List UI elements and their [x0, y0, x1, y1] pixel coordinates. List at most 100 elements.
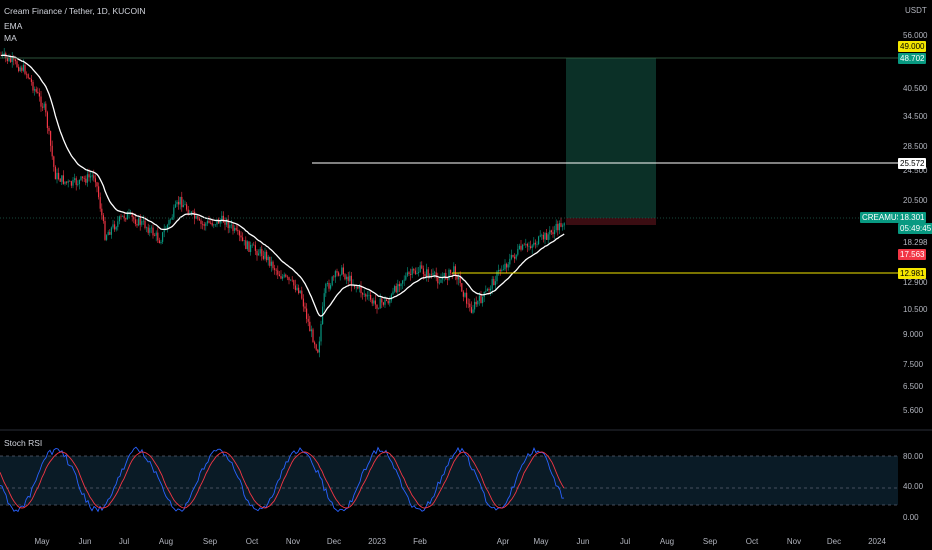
candle-body [178, 201, 180, 205]
candle-body [488, 288, 490, 291]
candle-body [67, 181, 69, 183]
candle-body [389, 300, 391, 304]
candle-body [432, 272, 434, 275]
candle-body [416, 272, 418, 274]
candle-body [346, 276, 348, 280]
candle-body [464, 292, 466, 297]
trade-position-zones[interactable] [566, 58, 656, 225]
candle-body [541, 234, 543, 236]
candle-body [101, 208, 103, 216]
candle-body [253, 244, 255, 246]
time-axis-label: Dec [827, 537, 841, 546]
candle-body [104, 220, 106, 240]
candle-body [507, 264, 509, 268]
time-axis-label: Feb [413, 537, 427, 546]
candle-body [144, 220, 146, 228]
candle-body [518, 245, 520, 250]
candle-body [378, 308, 380, 310]
candle-body [38, 92, 40, 97]
symbol-title[interactable]: Cream Finance / Tether, 1D, KUCOIN [4, 6, 146, 16]
candle-body [278, 274, 280, 277]
candle-body [437, 277, 439, 284]
candle-body [51, 145, 53, 157]
candle-body [62, 175, 64, 184]
stoch-rsi-label[interactable]: Stoch RSI [4, 438, 43, 448]
oscillator-axis-label: 0.00 [903, 513, 919, 522]
candle-body [456, 275, 458, 280]
candle-body [184, 204, 186, 205]
candle-body [557, 223, 559, 231]
candle-body [414, 270, 416, 274]
candle-body [19, 67, 21, 72]
candle-body [42, 106, 44, 108]
candle-body [515, 254, 517, 259]
last-price-tag: 18.301 [898, 212, 927, 223]
candle-body [6, 57, 8, 62]
candle-body [510, 254, 512, 259]
candle-body [163, 230, 165, 233]
candle-body [560, 223, 562, 227]
candle-body [490, 288, 492, 291]
candle-body [462, 291, 464, 297]
candle-body [168, 220, 170, 225]
candle-body [251, 244, 253, 246]
candle-body [232, 224, 234, 231]
candle-body [550, 230, 552, 233]
candle-body [192, 211, 194, 213]
candle-body [222, 215, 224, 223]
candle-body [349, 275, 351, 281]
candle-body [270, 261, 272, 266]
candle-body [187, 209, 189, 215]
candle-body [430, 274, 432, 276]
candle-body [82, 176, 84, 179]
candle-body [438, 282, 440, 284]
price-axis-label: 56.000 [903, 31, 928, 40]
candle-body [411, 268, 413, 275]
candle-body [88, 174, 90, 178]
candle-body [114, 224, 116, 230]
candle-body [358, 285, 360, 289]
candle-body [334, 271, 336, 278]
candle-body [526, 243, 528, 247]
candle-body [118, 216, 120, 222]
candle-body [174, 204, 176, 208]
candle-body [195, 216, 197, 219]
candle-body [504, 263, 506, 270]
candle-body [298, 287, 300, 294]
candle-body [294, 285, 296, 290]
candle-body [546, 232, 548, 240]
time-axis-label: 2023 [368, 537, 386, 546]
candle-body [46, 112, 48, 128]
price-axis-label: 20.500 [903, 196, 928, 205]
time-axis-label: Sep [703, 537, 718, 546]
candle-body [555, 223, 557, 231]
candle-body [426, 269, 428, 277]
currency-label: USDT [905, 6, 927, 15]
ma-indicator-label[interactable]: MA [4, 33, 17, 43]
candle-body [150, 227, 152, 229]
candle-body [538, 236, 540, 245]
candle-body [301, 290, 303, 299]
candle-body [133, 217, 135, 220]
candle-body [229, 225, 231, 229]
ema-indicator-label[interactable]: EMA [4, 21, 23, 31]
candle-body [317, 349, 319, 353]
candle-body [290, 279, 292, 281]
candle-body [522, 244, 524, 250]
candle-body [134, 219, 136, 225]
candle-body [368, 294, 370, 296]
candle-body [362, 293, 364, 295]
candle-body [90, 176, 92, 178]
candle-body [525, 243, 527, 245]
candle-body [147, 227, 149, 233]
price-axis-label: 24.500 [903, 166, 928, 175]
candle-body [171, 217, 173, 220]
candle-body [234, 227, 236, 231]
candle-body [347, 276, 349, 281]
time-axis-label: Dec [327, 537, 341, 546]
candle-body [14, 59, 16, 62]
candle-body [461, 283, 463, 292]
horizontal-levels[interactable] [0, 57, 898, 274]
candle-body [517, 249, 519, 255]
